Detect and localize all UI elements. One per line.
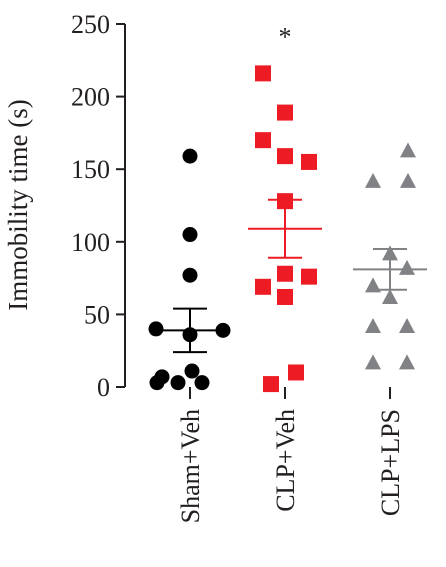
data-point bbox=[255, 278, 271, 295]
data-point bbox=[170, 375, 186, 391]
data-point bbox=[301, 153, 317, 170]
data-point bbox=[277, 104, 293, 121]
data-points bbox=[148, 65, 416, 393]
y-tick-label: 100 bbox=[71, 228, 110, 257]
data-point bbox=[255, 132, 271, 149]
data-point bbox=[182, 148, 198, 164]
y-tick-label: 50 bbox=[84, 300, 110, 329]
x-tick-label: CLP+Veh bbox=[271, 409, 300, 512]
data-point bbox=[255, 65, 271, 82]
data-point bbox=[365, 318, 381, 334]
significance-marker: * bbox=[279, 22, 292, 51]
y-axis-label: Immobility time (s) bbox=[3, 99, 33, 310]
data-point bbox=[148, 321, 164, 337]
y-tick-label: 0 bbox=[97, 373, 110, 402]
annotations: * bbox=[279, 22, 292, 51]
data-point bbox=[182, 227, 198, 243]
data-point bbox=[194, 375, 210, 391]
mean-sem-bars bbox=[153, 198, 427, 354]
y-tick-label: 250 bbox=[71, 10, 110, 39]
data-point bbox=[263, 376, 279, 393]
data-point bbox=[301, 268, 317, 285]
data-point bbox=[288, 364, 304, 381]
data-point bbox=[149, 375, 165, 391]
data-point bbox=[365, 172, 381, 188]
data-point bbox=[365, 277, 381, 293]
data-point bbox=[277, 265, 293, 282]
y-axis: 0 50 100 150 200 250 bbox=[71, 10, 126, 402]
y-tick-label: 200 bbox=[71, 83, 110, 112]
x-tick-labels: Sham+Veh CLP+Veh CLP+LPS bbox=[176, 387, 405, 523]
data-point bbox=[277, 148, 293, 165]
data-point bbox=[400, 142, 416, 158]
data-point bbox=[365, 354, 381, 370]
y-tick-label: 150 bbox=[71, 155, 110, 184]
x-tick-label: CLP+LPS bbox=[376, 409, 405, 516]
data-point bbox=[182, 267, 198, 283]
data-point bbox=[277, 288, 293, 305]
x-tick-label: Sham+Veh bbox=[176, 409, 205, 523]
data-point bbox=[399, 318, 415, 334]
data-point bbox=[184, 363, 200, 379]
data-point bbox=[399, 354, 415, 370]
data-point bbox=[400, 172, 416, 188]
data-point bbox=[382, 288, 398, 304]
data-point bbox=[399, 259, 415, 275]
